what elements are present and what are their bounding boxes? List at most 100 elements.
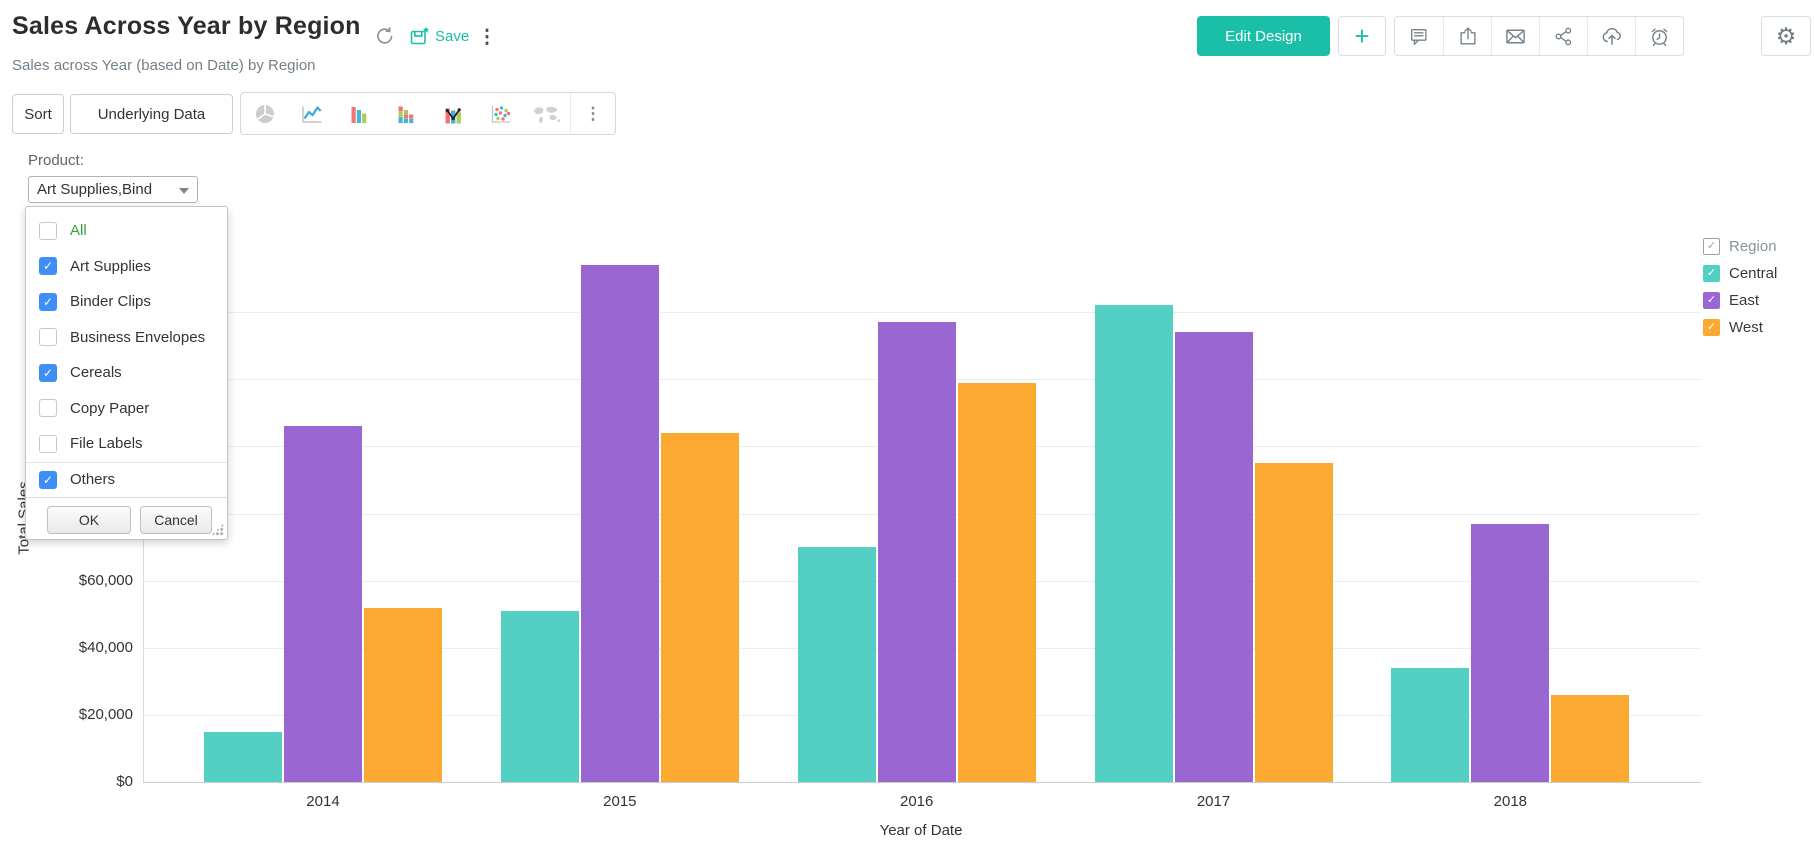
x-tick-label-2015: 2015 — [603, 793, 637, 810]
dropdown-arrow-icon — [179, 188, 189, 194]
legend-item-east[interactable]: ✓ East — [1703, 292, 1777, 309]
bar-east-2015[interactable] — [580, 265, 659, 782]
x-tick-label-2017: 2017 — [1196, 793, 1231, 810]
map-chart-icon — [532, 103, 562, 125]
chart-type-line-button[interactable] — [288, 93, 335, 134]
legend-item-label: West — [1729, 319, 1763, 336]
y-tick-label: $40,000 — [78, 638, 133, 656]
bar-central-2014[interactable] — [204, 731, 282, 782]
ok-button[interactable]: OK — [47, 506, 131, 534]
stacked-bar-chart-icon — [395, 103, 416, 124]
chart-type-toolbar: ⋮ — [240, 92, 616, 135]
filter-option-binder-clips[interactable]: ✓ Binder Clips — [26, 284, 227, 320]
bar-chart-icon — [348, 103, 369, 124]
checkbox-checked-icon[interactable]: ✓ — [39, 363, 57, 382]
add-button[interactable]: + — [1338, 16, 1386, 56]
bar-central-2018[interactable] — [1391, 667, 1470, 782]
email-icon — [1504, 25, 1527, 48]
filter-option-business-envelopes[interactable]: ✓ Business Envelopes — [26, 320, 227, 356]
sort-button[interactable]: Sort — [12, 94, 64, 134]
filter-option-art-supplies[interactable]: ✓ Art Supplies — [26, 249, 227, 285]
line-chart-icon — [300, 103, 323, 125]
chart-legend: ✓ Region ✓ Central ✓ East ✓ West — [1703, 238, 1777, 346]
bar-central-2015[interactable] — [500, 610, 579, 782]
filter-option-label: Cereals — [70, 364, 122, 382]
filter-option-label: Others — [70, 471, 116, 489]
header-action-group — [1394, 16, 1684, 56]
filter-option-all[interactable]: ✓ All — [26, 213, 227, 249]
legend-item-label: East — [1729, 292, 1760, 309]
legend-title: Region — [1729, 238, 1777, 255]
combo-chart-icon — [442, 103, 464, 125]
checkbox-unchecked-icon[interactable]: ✓ — [39, 328, 57, 347]
comments-button[interactable] — [1395, 17, 1443, 55]
bar-east-2014[interactable] — [284, 426, 362, 782]
pie-chart-icon — [254, 103, 276, 125]
refresh-button[interactable] — [372, 23, 398, 49]
publish-button[interactable] — [1587, 17, 1635, 55]
chart-type-bar-button[interactable] — [335, 93, 382, 134]
chart-type-scatter-button[interactable] — [476, 93, 523, 134]
bar-west-2017[interactable] — [1254, 463, 1333, 782]
header-kebab-menu[interactable]: ⋮ — [477, 26, 497, 48]
filter-option-file-labels[interactable]: ✓ File Labels — [26, 426, 227, 462]
page-subtitle: Sales across Year (based on Date) by Reg… — [12, 57, 316, 74]
legend-header-checkbox[interactable]: ✓ — [1703, 238, 1720, 255]
email-button[interactable] — [1491, 17, 1539, 55]
x-tick-label-2018: 2018 — [1493, 793, 1528, 810]
filter-option-label: File Labels — [70, 435, 143, 453]
filter-option-others[interactable]: ✓ Others — [26, 461, 227, 498]
filter-option-cereals[interactable]: ✓ Cereals — [26, 355, 227, 391]
legend-checkbox-central[interactable]: ✓ — [1703, 265, 1720, 282]
legend-checkbox-east[interactable]: ✓ — [1703, 292, 1720, 309]
share-icon — [1553, 25, 1575, 48]
gridline — [143, 312, 1700, 314]
bar-west-2016[interactable] — [957, 382, 1036, 782]
chart-type-map-button[interactable] — [523, 93, 570, 134]
legend-item-west[interactable]: ✓ West — [1703, 319, 1777, 336]
chart-type-pie-button[interactable] — [241, 93, 288, 134]
legend-item-central[interactable]: ✓ Central — [1703, 265, 1777, 282]
bar-central-2017[interactable] — [1094, 305, 1173, 782]
underlying-data-button[interactable]: Underlying Data — [70, 94, 233, 134]
comments-icon — [1408, 25, 1430, 48]
checkbox-checked-icon[interactable]: ✓ — [39, 292, 57, 311]
filter-label: Product: — [28, 152, 84, 169]
chart-type-stacked-bar-button[interactable] — [382, 93, 429, 134]
bar-east-2017[interactable] — [1174, 332, 1253, 782]
bar-east-2016[interactable] — [877, 322, 956, 782]
chart-type-more-kebab[interactable]: ⋮ — [570, 93, 615, 134]
export-button[interactable] — [1443, 17, 1491, 55]
chart-type-combo-button[interactable] — [429, 93, 476, 134]
refresh-icon — [377, 27, 393, 44]
checkbox-checked-icon[interactable]: ✓ — [39, 257, 57, 276]
legend-item-label: Central — [1729, 265, 1778, 282]
checkbox-unchecked-icon[interactable]: ✓ — [39, 221, 57, 240]
cancel-button[interactable]: Cancel — [140, 506, 212, 534]
checkbox-unchecked-icon[interactable]: ✓ — [39, 434, 57, 453]
checkbox-unchecked-icon[interactable]: ✓ — [39, 399, 57, 418]
y-tick-label: $60,000 — [78, 571, 133, 589]
share-button[interactable] — [1539, 17, 1587, 55]
legend-checkbox-west[interactable]: ✓ — [1703, 319, 1720, 336]
product-filter-value: Art Supplies,Bind — [37, 181, 153, 198]
filter-options-list: ✓ All ✓ Art Supplies ✓ Binder Clips ✓ Business … — [26, 213, 227, 497]
bar-west-2018[interactable] — [1551, 694, 1630, 782]
filter-option-label: Business Envelopes — [70, 328, 206, 346]
edit-design-button[interactable]: Edit Design — [1197, 16, 1330, 56]
product-filter-select[interactable]: Art Supplies,Bind — [28, 176, 198, 203]
alerts-icon — [1648, 25, 1671, 48]
bar-east-2018[interactable] — [1471, 523, 1550, 782]
alerts-button[interactable] — [1635, 17, 1683, 55]
bar-west-2015[interactable] — [660, 432, 739, 782]
settings-button[interactable]: ⚙ — [1761, 16, 1811, 56]
bar-west-2014[interactable] — [364, 607, 442, 782]
bar-central-2016[interactable] — [797, 547, 876, 782]
settings-gear-icon: ⚙ — [1775, 22, 1797, 49]
legend-header[interactable]: ✓ Region — [1703, 238, 1777, 255]
save-button[interactable]: Save — [408, 22, 469, 50]
legend-items: ✓ Central ✓ East ✓ West — [1703, 265, 1777, 336]
filter-option-copy-paper[interactable]: ✓ Copy Paper — [26, 391, 227, 427]
checkbox-checked-icon[interactable]: ✓ — [39, 470, 57, 489]
